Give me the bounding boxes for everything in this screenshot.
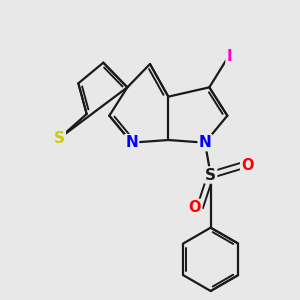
Text: S: S bbox=[54, 131, 65, 146]
Text: N: N bbox=[125, 135, 138, 150]
Text: N: N bbox=[199, 135, 212, 150]
Text: O: O bbox=[241, 158, 254, 172]
Text: O: O bbox=[189, 200, 201, 215]
Text: I: I bbox=[226, 49, 232, 64]
Text: S: S bbox=[205, 167, 216, 182]
